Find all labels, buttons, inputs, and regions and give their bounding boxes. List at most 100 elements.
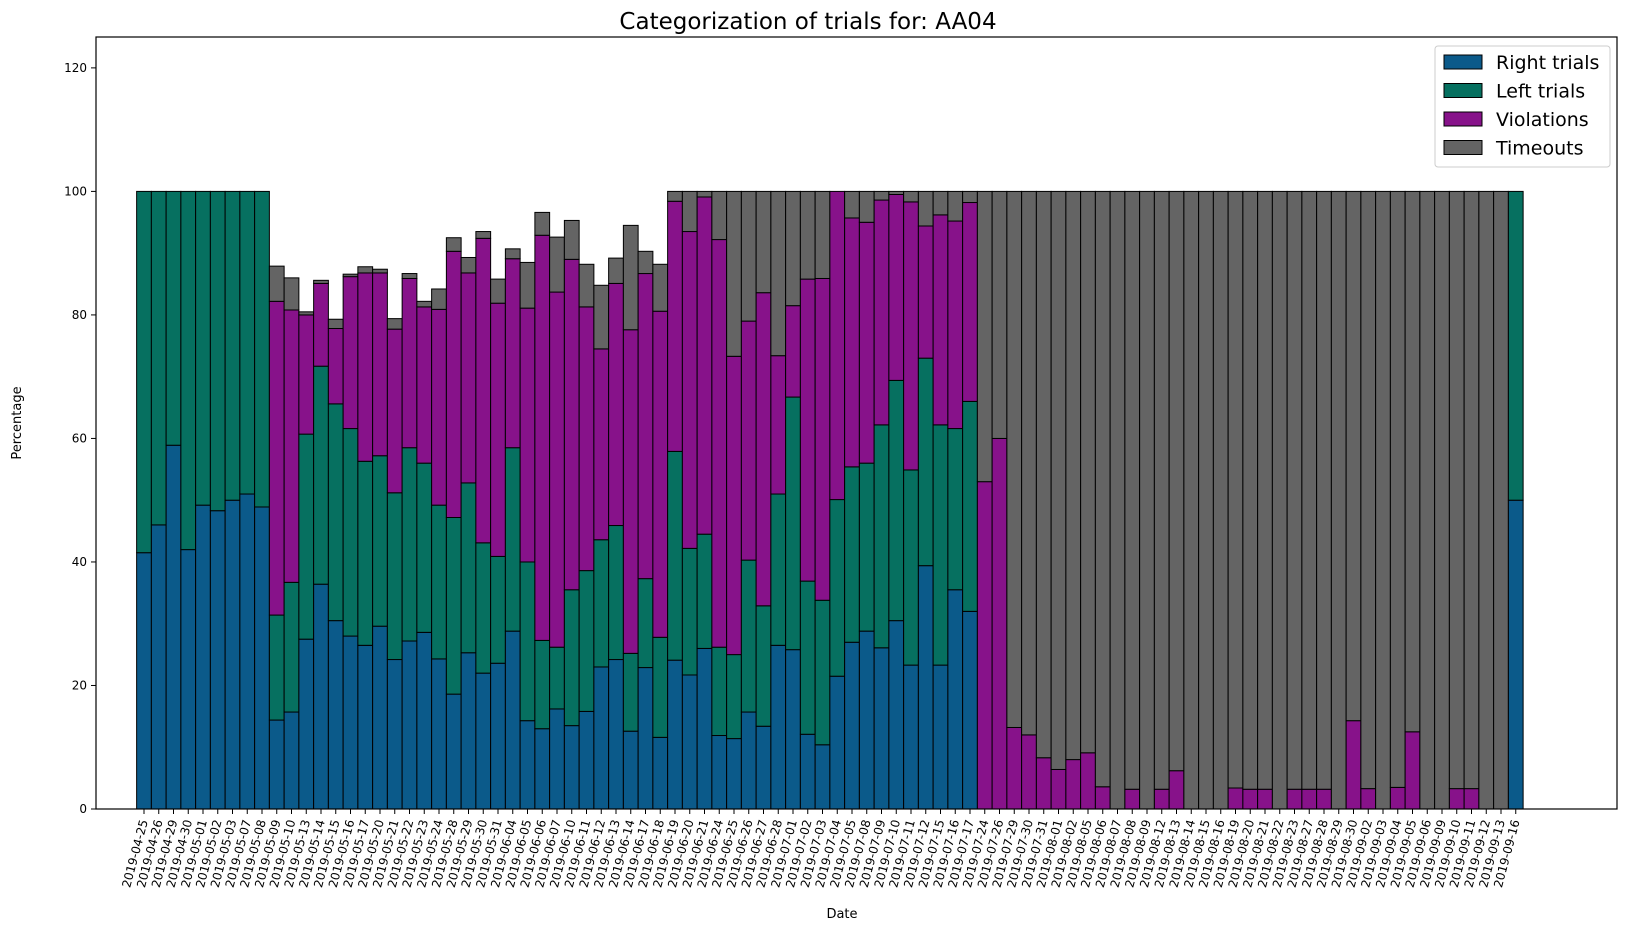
bar-violations-2019-07-05: [844, 217, 860, 468]
bar-timeouts-2019-09-12: [1478, 190, 1495, 810]
bar-violations-2019-05-14: [313, 282, 329, 367]
bar-violations-2019-07-15: [932, 214, 949, 426]
legend-swatch-left-trials: [1443, 83, 1483, 98]
bar-timeouts-2019-06-25: [726, 190, 742, 357]
x-axis: 2019-04-252019-04-262019-04-292019-04-30…: [119, 809, 1523, 889]
bar-left-trials-2019-05-21: [386, 492, 403, 661]
bar-timeouts-2019-06-14: [622, 224, 639, 331]
bar-violations-2019-06-20: [681, 231, 698, 549]
bar-timeouts-2019-08-30: [1345, 190, 1362, 722]
bar-violations-2019-08-23: [1286, 788, 1303, 810]
bar-timeouts-2019-08-08: [1124, 190, 1141, 790]
bar-timeouts-2019-08-22: [1271, 190, 1288, 810]
bar-left-trials-2019-05-07: [239, 190, 256, 495]
bar-timeouts-2019-09-02: [1360, 190, 1377, 790]
bar-left-trials-2019-07-04: [829, 499, 846, 677]
bar-violations-2019-05-31: [490, 302, 506, 557]
bar-timeouts-2019-05-21: [386, 318, 403, 330]
bar-right-trials-2019-05-31: [490, 662, 506, 810]
bar-left-trials-2019-05-28: [445, 516, 462, 695]
bar-timeouts-2019-07-05: [844, 190, 860, 219]
legend-box: [1434, 45, 1611, 168]
bar-left-trials-2019-07-15: [932, 424, 949, 666]
bar-timeouts-2019-05-13: [298, 311, 315, 316]
legend-swatch-right-trials: [1443, 54, 1483, 70]
bar-timeouts-2019-08-29: [1330, 190, 1347, 810]
bar-violations-2019-07-26: [991, 437, 1008, 810]
bar-timeouts-2019-08-07: [1109, 190, 1126, 810]
bar-left-trials-2019-07-08: [858, 462, 875, 632]
bar-left-trials-2019-05-17: [357, 460, 374, 646]
bar-left-trials-2019-06-27: [755, 605, 772, 727]
bar-right-trials-2019-06-12: [593, 666, 610, 810]
bar-right-trials-2019-09-16: [1507, 499, 1524, 810]
bar-timeouts-2019-08-05: [1080, 190, 1096, 754]
bar-violations-2019-06-11: [578, 306, 595, 572]
bar-timeouts-2019-08-23: [1286, 190, 1303, 790]
bar-timeouts-2019-05-14: [313, 279, 329, 284]
bar-right-trials-2019-06-20: [681, 674, 698, 810]
bar-right-trials-2019-07-04: [829, 675, 846, 810]
bar-violations-2019-07-30: [1021, 734, 1037, 810]
bar-right-trials-2019-06-17: [637, 667, 654, 810]
bar-violations-2019-05-30: [475, 237, 492, 544]
bar-violations-2019-08-21: [1257, 788, 1273, 810]
bar-left-trials-2019-06-13: [608, 525, 624, 661]
bar-violations-2019-09-02: [1360, 788, 1377, 810]
x-axis-label: Date: [826, 907, 857, 922]
bar-violations-2019-05-10: [283, 309, 300, 583]
bar-timeouts-2019-08-16: [1212, 190, 1229, 810]
bar-right-trials-2019-06-13: [608, 659, 624, 810]
bar-timeouts-2019-07-02: [799, 190, 816, 280]
bar-timeouts-2019-07-03: [814, 190, 831, 279]
bar-timeouts-2019-08-14: [1183, 190, 1200, 810]
bar-violations-2019-06-14: [622, 329, 639, 654]
bar-right-trials-2019-06-25: [726, 738, 742, 810]
bar-timeouts-2019-09-06: [1419, 190, 1436, 810]
bar-left-trials-2019-07-11: [903, 469, 919, 666]
bar-left-trials-2019-04-25: [136, 190, 152, 554]
bar-violations-2019-05-21: [386, 328, 403, 494]
bar-violations-2019-05-28: [445, 250, 462, 518]
bar-right-trials-2019-05-15: [327, 620, 344, 810]
bar-left-trials-2019-07-03: [814, 599, 831, 746]
bar-timeouts-2019-07-17: [962, 190, 978, 204]
bar-timeouts-2019-05-15: [327, 318, 344, 329]
bar-right-trials-2019-05-10: [283, 711, 300, 810]
chart-title: Categorization of trials for: AA04: [619, 9, 996, 35]
bar-timeouts-2019-05-16: [342, 273, 359, 278]
bar-violations-2019-06-04: [504, 258, 521, 449]
bar-left-trials-2019-05-02: [209, 190, 226, 512]
bar-violations-2019-07-31: [1035, 757, 1052, 810]
bar-timeouts-2019-05-30: [475, 231, 492, 239]
bar-violations-2019-07-24: [976, 481, 993, 810]
bar-left-trials-2019-05-31: [490, 555, 506, 664]
bar-violations-2019-05-23: [416, 306, 433, 464]
bar-left-trials-2019-06-11: [578, 570, 595, 712]
bar-timeouts-2019-09-03: [1375, 190, 1391, 810]
bar-timeouts-2019-09-10: [1448, 190, 1465, 790]
legend: Right trials Left trials Violations Timeout…: [1434, 45, 1611, 168]
bar-right-trials-2019-06-27: [755, 725, 772, 810]
bar-timeouts-2019-05-23: [416, 300, 433, 308]
bar-right-trials-2019-04-25: [136, 552, 152, 810]
bar-left-trials-2019-07-10: [888, 379, 905, 622]
bar-violations-2019-07-16: [947, 220, 964, 430]
bar-timeouts-2019-09-09: [1434, 190, 1450, 810]
legend-swatch-timeouts: [1443, 140, 1483, 155]
bar-timeouts-2019-08-13: [1168, 190, 1185, 772]
bar-left-trials-2019-06-05: [519, 561, 536, 722]
bar-right-trials-2019-06-14: [622, 730, 639, 810]
bar-violations-2019-06-21: [696, 196, 713, 535]
bar-violations-2019-07-09: [873, 199, 890, 426]
bar-left-trials-2019-05-01: [195, 190, 211, 506]
bar-timeouts-2019-08-28: [1316, 190, 1332, 790]
bar-timeouts-2019-05-20: [372, 268, 388, 274]
bar-timeouts-2019-06-06: [534, 211, 551, 236]
bar-left-trials-2019-05-08: [254, 190, 270, 508]
bar-timeouts-2019-06-11: [578, 263, 595, 308]
bar-violations-2019-08-05: [1080, 752, 1096, 810]
bar-right-trials-2019-07-11: [903, 664, 919, 810]
bar-timeouts-2019-05-09: [268, 265, 285, 302]
